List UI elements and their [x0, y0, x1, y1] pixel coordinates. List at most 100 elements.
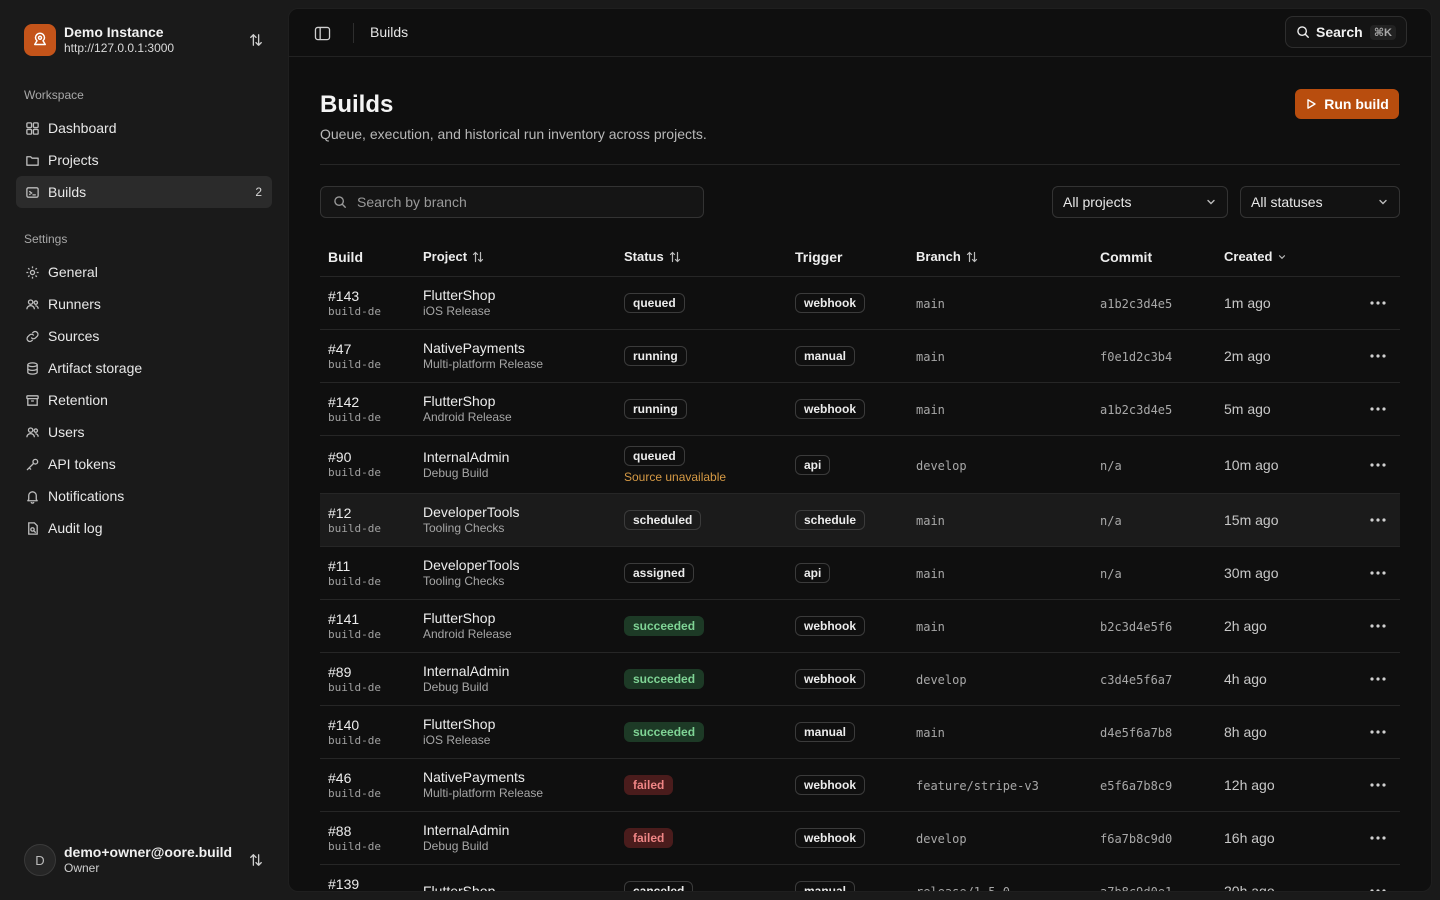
sidebar-item-runners[interactable]: Runners [16, 288, 272, 320]
more-actions-icon[interactable] [1368, 455, 1388, 475]
build-number[interactable]: #142 [328, 393, 360, 410]
commit-cell: n/a [1100, 457, 1222, 473]
more-actions-icon[interactable] [1368, 881, 1388, 891]
more-actions-icon[interactable] [1368, 510, 1388, 530]
status-filter-select[interactable]: All statuses [1240, 186, 1400, 218]
build-number[interactable]: #89 [328, 663, 352, 680]
more-actions-icon[interactable] [1368, 293, 1388, 313]
column-branch[interactable]: Branch [908, 249, 1100, 264]
project-name: InternalAdmin [423, 822, 510, 838]
sidebar-item-projects[interactable]: Projects [16, 144, 272, 176]
table-row[interactable]: #142 build-de FlutterShop Android Release ru… [320, 383, 1400, 436]
branch-search-input[interactable] [357, 194, 677, 210]
table-row[interactable]: #12 build-de DeveloperTools Tooling Checks s… [320, 494, 1400, 547]
project-filter-select[interactable]: All projects [1052, 186, 1228, 218]
build-cell: #47 build-de [320, 341, 416, 372]
created-time: 2m ago [1224, 348, 1271, 364]
more-actions-icon[interactable] [1368, 346, 1388, 366]
column-project[interactable]: Project [416, 249, 616, 264]
project-cell: InternalAdmin Debug Build [416, 449, 616, 481]
column-status[interactable]: Status [616, 249, 788, 264]
sidebar-item-artifact-storage[interactable]: Artifact storage [16, 352, 272, 384]
branch-search-field[interactable] [320, 186, 704, 218]
trigger-badge: webhook [795, 828, 866, 848]
more-actions-icon[interactable] [1368, 669, 1388, 689]
table-row[interactable]: #47 build-de NativePayments Multi-platform … [320, 330, 1400, 383]
sidebar-item-api-tokens[interactable]: API tokens [16, 448, 272, 480]
branch-name: main [916, 350, 945, 364]
sidebar-item-dashboard[interactable]: Dashboard [16, 112, 272, 144]
build-cell: #11 build-de [320, 558, 416, 589]
sidebar-item-retention[interactable]: Retention [16, 384, 272, 416]
trigger-cell: webhook [788, 399, 908, 419]
page-subtitle: Queue, execution, and historical run inv… [320, 126, 707, 142]
sidebar-item-label: Audit log [48, 520, 103, 536]
sidebar-item-sources[interactable]: Sources [16, 320, 272, 352]
created-time: 20h ago [1224, 883, 1275, 892]
build-number[interactable]: #46 [328, 769, 352, 786]
sidebar-item-users[interactable]: Users [16, 416, 272, 448]
commit-cell: b2c3d4e5f6 [1100, 618, 1222, 634]
build-number[interactable]: #47 [328, 340, 352, 357]
sidebar-item-label: Users [48, 424, 85, 440]
more-actions-icon[interactable] [1368, 616, 1388, 636]
status-badge: assigned [624, 563, 695, 583]
table-row[interactable]: #140 build-de FlutterShop iOS Release succee… [320, 706, 1400, 759]
run-build-button[interactable]: Run build [1295, 89, 1399, 119]
build-number[interactable]: #11 [328, 557, 351, 574]
commit-sha: a1b2c3d4e5 [1100, 297, 1173, 311]
actions-cell [1350, 669, 1400, 689]
search-icon [333, 195, 347, 209]
table-row[interactable]: #139build-de FlutterShop canceled manual rel… [320, 865, 1400, 892]
table-row[interactable]: #90 build-de InternalAdmin Debug Build queue… [320, 436, 1400, 494]
build-number[interactable]: #140 [328, 716, 360, 733]
sidebar-item-label: Builds [48, 184, 87, 200]
status-badge: canceled [624, 881, 694, 891]
column-created[interactable]: Created [1222, 249, 1350, 264]
table-row[interactable]: #88 build-de InternalAdmin Debug Build faile… [320, 812, 1400, 865]
created-cell: 10m ago [1222, 457, 1350, 473]
table-row[interactable]: #89 build-de InternalAdmin Debug Build succe… [320, 653, 1400, 706]
table-row[interactable]: #46 build-de NativePayments Multi-platform … [320, 759, 1400, 812]
build-number[interactable]: #141 [328, 610, 360, 627]
bell-icon [24, 488, 40, 504]
users-icon [24, 296, 40, 312]
build-number[interactable]: #143 [328, 287, 360, 304]
table-row[interactable]: #143 build-de FlutterShop iOS Release queued… [320, 277, 1400, 330]
sidebar-toggle-icon[interactable] [313, 25, 331, 41]
sidebar-item-general[interactable]: General [16, 256, 272, 288]
sidebar-item-audit-log[interactable]: Audit log [16, 512, 272, 544]
column-trigger: Trigger [788, 249, 908, 265]
commit-cell: f6a7b8c9d0 [1100, 830, 1222, 846]
status-filter-value: All statuses [1251, 194, 1323, 210]
build-number[interactable]: #139 [328, 875, 360, 892]
table-row[interactable]: #141 build-de FlutterShop Android Release su… [320, 600, 1400, 653]
more-actions-icon[interactable] [1368, 775, 1388, 795]
more-actions-icon[interactable] [1368, 563, 1388, 583]
build-id-short: build-de [328, 466, 381, 479]
build-cell: #89 build-de [320, 664, 416, 695]
branch-name: main [916, 403, 945, 417]
search-button-label: Search [1316, 24, 1363, 40]
project-name: NativePayments [423, 769, 525, 785]
project-cell: FlutterShop [416, 883, 616, 892]
build-number[interactable]: #12 [328, 504, 352, 521]
instance-switcher[interactable]: Demo Instance http://127.0.0.1:3000 [16, 16, 272, 64]
project-name: FlutterShop [423, 610, 496, 626]
build-id-short: build-de [328, 410, 381, 424]
project-name: InternalAdmin [423, 448, 510, 465]
commit-sha: f6a7b8c9d0 [1100, 832, 1173, 846]
more-actions-icon[interactable] [1368, 722, 1388, 742]
global-search-button[interactable]: Search ⌘K [1285, 16, 1407, 48]
table-row[interactable]: #11 build-de DeveloperTools Tooling Checks a… [320, 547, 1400, 600]
build-number[interactable]: #88 [328, 822, 352, 839]
actions-cell [1350, 563, 1400, 583]
trigger-badge: manual [795, 346, 856, 366]
sidebar-item-notifications[interactable]: Notifications [16, 480, 272, 512]
sidebar-item-builds[interactable]: Builds 2 [16, 176, 272, 208]
more-actions-icon[interactable] [1368, 828, 1388, 848]
builds-table: Build Project Status Trigger Branch Comm… [320, 237, 1400, 892]
more-actions-icon[interactable] [1368, 399, 1388, 419]
build-number[interactable]: #90 [328, 449, 352, 465]
user-menu[interactable]: D demo+owner@oore.build Owner [16, 836, 272, 884]
